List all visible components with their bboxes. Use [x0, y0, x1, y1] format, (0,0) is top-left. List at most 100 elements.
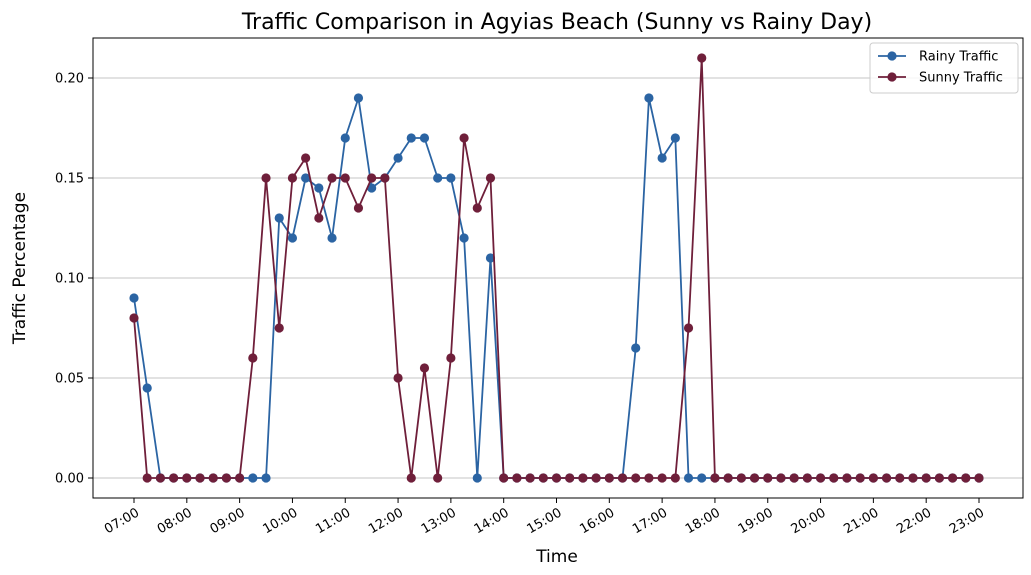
data-point — [446, 173, 456, 183]
data-point — [301, 153, 311, 163]
data-point — [261, 473, 271, 483]
data-point — [287, 233, 298, 243]
data-point — [578, 473, 588, 483]
data-point — [340, 173, 350, 183]
x-tick-label: 14:00 — [472, 505, 512, 537]
data-point — [353, 93, 364, 103]
data-point — [353, 203, 364, 213]
data-point — [961, 473, 971, 483]
x-tick-label: 17:00 — [630, 505, 670, 537]
data-point — [419, 133, 430, 143]
data-point — [631, 473, 641, 483]
data-point — [248, 353, 258, 363]
data-point — [327, 173, 337, 183]
data-point — [195, 473, 205, 483]
data-point — [565, 473, 575, 483]
x-tick-label: 16:00 — [577, 505, 617, 537]
data-point — [670, 473, 680, 483]
x-tick-label: 15:00 — [525, 505, 565, 537]
x-tick-label: 21:00 — [841, 505, 881, 537]
x-tick-label: 18:00 — [683, 505, 723, 537]
data-point — [657, 473, 667, 483]
data-point — [538, 473, 548, 483]
data-point — [340, 133, 350, 143]
series-layer — [129, 53, 984, 483]
data-point — [934, 473, 944, 483]
x-tick-label: 07:00 — [102, 505, 142, 537]
x-axis: 07:00 08:00 09:00 10:00 11:00 12:00 13:00 14:00… — [102, 498, 987, 537]
data-point — [393, 153, 403, 163]
data-point — [631, 343, 641, 353]
data-point — [287, 173, 298, 183]
data-point — [433, 173, 443, 183]
x-tick-label: 19:00 — [736, 505, 776, 537]
plot-frame — [92, 37, 1024, 499]
data-point — [855, 473, 865, 483]
data-point — [419, 363, 430, 373]
data-point — [617, 473, 628, 483]
data-point — [221, 473, 232, 483]
x-tick-label: 11:00 — [313, 505, 353, 537]
data-point — [472, 203, 482, 213]
legend: Rainy Traffic Sunny Traffic — [869, 42, 1019, 94]
data-point — [789, 473, 799, 483]
data-point — [182, 473, 192, 483]
data-point — [736, 473, 746, 483]
legend-marker — [887, 51, 897, 61]
data-point — [644, 93, 654, 103]
data-point — [868, 473, 878, 483]
legend-label: Rainy Traffic — [919, 50, 998, 65]
data-point — [393, 373, 403, 383]
x-tick-label: 20:00 — [789, 505, 829, 537]
y-tick-label: 0.20 — [55, 72, 84, 87]
data-point — [367, 183, 377, 193]
data-point — [974, 473, 984, 483]
data-point — [947, 473, 958, 483]
data-point — [235, 473, 245, 483]
x-tick-label: 23:00 — [947, 505, 987, 537]
data-point — [485, 253, 496, 263]
data-point — [248, 473, 258, 483]
data-point — [208, 473, 218, 483]
data-point — [459, 133, 469, 143]
data-point — [842, 473, 852, 483]
data-point — [261, 173, 271, 183]
data-point — [697, 53, 707, 63]
data-point — [314, 213, 324, 223]
y-tick-label: 0.10 — [55, 272, 84, 287]
data-point — [169, 473, 179, 483]
data-point — [670, 133, 680, 143]
data-point — [301, 173, 311, 183]
grid-lines — [93, 77, 1023, 479]
x-tick-label: 10:00 — [260, 505, 300, 537]
data-point — [908, 473, 918, 483]
data-point — [895, 473, 905, 483]
data-point — [274, 323, 284, 333]
data-point — [921, 473, 931, 483]
data-point — [485, 173, 496, 183]
data-point — [367, 173, 377, 183]
chart-title: Traffic Comparison in Agyias Beach (Sunn… — [241, 10, 872, 35]
data-point — [406, 473, 416, 483]
data-point — [525, 473, 535, 483]
y-tick-label: 0.00 — [55, 472, 84, 487]
data-point — [802, 473, 812, 483]
data-point — [551, 473, 562, 483]
legend-label: Sunny Traffic — [919, 71, 1003, 86]
series-sunny-traffic — [129, 53, 984, 483]
x-tick-label: 08:00 — [155, 505, 195, 537]
data-point — [829, 473, 839, 483]
data-point — [683, 323, 694, 333]
data-point — [512, 473, 522, 483]
data-point — [406, 133, 416, 143]
legend-box — [869, 42, 1019, 94]
data-point — [815, 473, 826, 483]
data-point — [472, 473, 482, 483]
y-axis-title: Traffic Percentage — [10, 192, 30, 345]
data-point — [644, 473, 654, 483]
y-axis: 0.00 0.05 0.10 0.15 0.20 — [55, 72, 93, 487]
data-point — [155, 473, 166, 483]
legend-entries: Rainy Traffic Sunny Traffic — [878, 50, 1003, 86]
